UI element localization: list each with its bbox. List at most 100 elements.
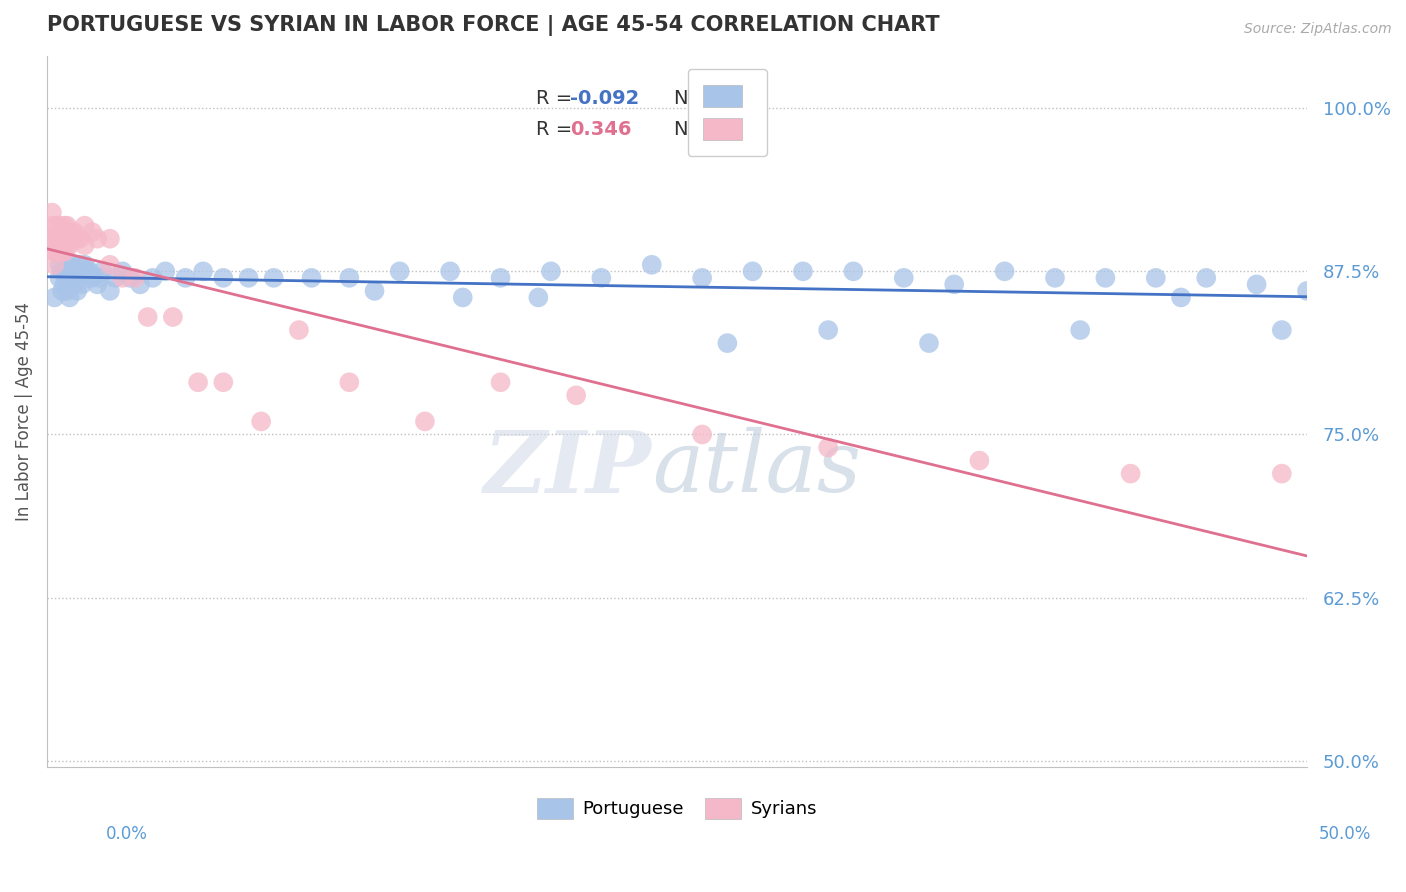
Point [142,271,165,285]
Point [129,277,152,292]
Point [63,271,86,285]
Point [439,264,461,278]
Point [288,323,311,337]
Point [1195,271,1218,285]
Point [58,238,80,252]
Point [58,277,80,292]
Text: ZIP: ZIP [484,426,652,510]
Point [120,271,142,285]
Point [337,376,360,390]
Point [82,271,104,285]
Point [98,284,121,298]
Point [82,225,104,239]
Point [187,376,209,390]
Point [44,290,66,304]
Point [363,284,385,298]
Point [238,271,260,285]
Text: Source: ZipAtlas.com: Source: ZipAtlas.com [1244,22,1392,37]
Point [56,271,79,285]
Point [1119,467,1142,481]
Point [60,258,83,272]
Point [38,232,60,246]
Point [489,271,512,285]
Point [70,277,93,292]
Point [48,271,70,285]
Point [66,284,89,298]
Point [174,271,197,285]
Point [1271,467,1294,481]
Point [76,271,98,285]
Point [69,271,91,285]
Point [842,264,865,278]
Point [540,264,562,278]
Legend: Portuguese, Syrians: Portuguese, Syrians [530,790,824,826]
Point [250,414,273,428]
Point [91,264,114,278]
Point [79,264,101,278]
Point [51,264,73,278]
Point [1296,284,1319,298]
Point [73,264,96,278]
Point [63,225,86,239]
Point [388,264,411,278]
Text: 50.0%: 50.0% [1319,825,1371,843]
Point [56,225,79,239]
Point [969,453,991,467]
Point [44,232,66,246]
Y-axis label: In Labor Force | Age 45-54: In Labor Force | Age 45-54 [15,302,32,521]
Point [1144,271,1167,285]
Text: R =: R = [536,89,578,108]
Text: atlas: atlas [652,427,860,510]
Point [741,264,763,278]
Point [69,232,91,246]
Point [943,277,966,292]
Point [58,225,80,239]
Point [53,232,76,246]
Point [893,271,915,285]
Point [641,258,664,272]
Point [162,310,184,324]
Point [76,264,98,278]
Point [63,277,86,292]
Point [212,376,235,390]
Point [1246,277,1268,292]
Point [690,427,713,442]
Point [489,376,512,390]
Point [46,219,69,233]
Point [66,232,89,246]
Point [136,310,159,324]
Point [51,232,73,246]
Point [337,271,360,285]
Point [301,271,323,285]
Point [51,284,73,298]
Point [53,264,76,278]
Point [60,264,83,278]
Point [48,232,70,246]
Point [73,219,96,233]
Point [53,219,76,233]
Point [111,271,134,285]
Point [1094,271,1116,285]
Point [104,271,127,285]
Point [591,271,613,285]
Point [46,232,69,246]
Point [86,232,108,246]
Point [58,290,80,304]
Point [46,244,69,259]
Point [53,277,76,292]
Point [56,258,79,272]
Text: PORTUGUESE VS SYRIAN IN LABOR FORCE | AGE 45-54 CORRELATION CHART: PORTUGUESE VS SYRIAN IN LABOR FORCE | AG… [46,15,939,36]
Text: -0.092: -0.092 [569,89,640,108]
Point [1271,323,1294,337]
Point [56,284,79,298]
Point [155,264,177,278]
Point [73,238,96,252]
Point [48,258,70,272]
Point [1170,290,1192,304]
Text: 50: 50 [711,120,738,139]
Text: 0.346: 0.346 [569,120,631,139]
Point [565,388,588,402]
Point [89,271,111,285]
Point [48,244,70,259]
Point [1043,271,1066,285]
